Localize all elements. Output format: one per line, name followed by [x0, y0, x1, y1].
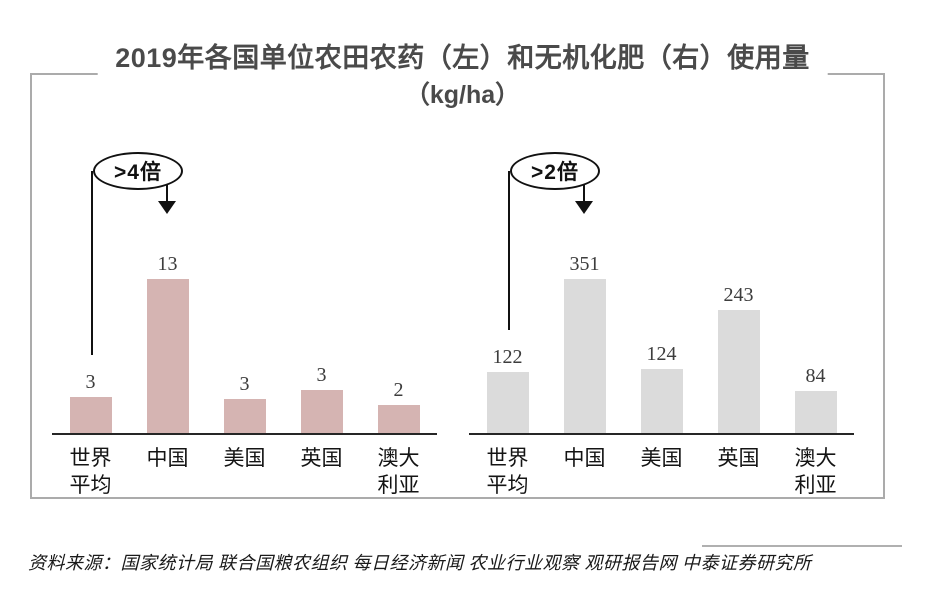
bar-cell: 13: [129, 253, 206, 433]
ratio-annotation-dropline: [91, 171, 93, 355]
chart-frame: 3 13 3 3 2 世界 平均 中国 美国 英国 澳大 利亚 >4倍 122 351 124 243…: [30, 73, 885, 499]
ratio-annotation-dropline: [508, 171, 510, 330]
bar: [377, 405, 420, 433]
bar-value-label: 124: [646, 343, 677, 365]
category-label: 世界 平均: [69, 446, 112, 497]
category-label: 中国: [146, 446, 189, 470]
footer-divider-line: [702, 545, 902, 547]
fertilizer-bar-chart: 122 351 124 243 84 世界 平均 中国 美国 英国 澳大 利亚 >2倍: [469, 75, 854, 497]
fertilizer-x-axis: [469, 433, 854, 435]
bar: [486, 372, 529, 433]
category-label: 世界 平均: [486, 446, 529, 497]
category-label: 美国: [640, 446, 683, 470]
ratio-annotation-arrow-line: [166, 181, 168, 201]
bar-value-label: 2: [393, 379, 404, 401]
bar: [563, 279, 606, 433]
bar-cell: 3: [206, 253, 283, 433]
arrow-down-icon: [158, 201, 176, 214]
ratio-annotation-oval: >2倍: [510, 152, 600, 190]
ratio-annotation-label: >4倍: [114, 161, 162, 184]
source-note: 资料来源：国家统计局 联合国粮农组织 每日经济新闻 农业行业观察 观研报告网 中…: [28, 553, 812, 573]
fertilizer-plot-area: 122 351 124 243 84: [469, 253, 854, 433]
bar-cell: 3: [52, 253, 129, 433]
ratio-annotation-label: >2倍: [531, 161, 579, 184]
bar-value-label: 122: [492, 346, 523, 368]
bar: [717, 310, 760, 433]
category-label: 英国: [300, 446, 343, 470]
bar-value-label: 3: [239, 373, 250, 395]
fertilizer-category-labels: 世界 平均 中国 美国 英国 澳大 利亚: [469, 445, 854, 499]
bar-cell: 351: [546, 253, 623, 433]
bar-cell: 2: [360, 253, 437, 433]
bar-cell: 122: [469, 253, 546, 433]
category-label: 澳大 利亚: [377, 446, 420, 497]
pesticide-x-axis: [52, 433, 437, 435]
chart-title: 2019年各国单位农田农药（左）和无机化肥（右）使用量 （kg/ha）: [97, 40, 828, 114]
pesticide-plot-area: 3 13 3 3 2: [52, 253, 437, 433]
bar-cell: 3: [283, 253, 360, 433]
bar-value-label: 3: [85, 371, 96, 393]
bar-value-label: 3: [316, 364, 327, 386]
category-label: 澳大 利亚: [794, 446, 837, 497]
bar-cell: 243: [700, 253, 777, 433]
pesticide-bar-chart: 3 13 3 3 2 世界 平均 中国 美国 英国 澳大 利亚 >4倍: [52, 75, 437, 497]
bar-value-label: 243: [723, 284, 754, 306]
bar: [146, 279, 189, 433]
bar-cell: 84: [777, 253, 854, 433]
arrow-down-icon: [575, 201, 593, 214]
bar-value-label: 351: [569, 253, 600, 275]
chart-title-line1: 2019年各国单位农田农药（左）和无机化肥（右）使用量: [115, 43, 810, 73]
bar: [223, 399, 266, 433]
bar: [640, 369, 683, 433]
ratio-annotation-oval: >4倍: [93, 152, 183, 190]
bar-value-label: 13: [157, 253, 178, 275]
bar-cell: 124: [623, 253, 700, 433]
bar: [794, 391, 837, 433]
pesticide-category-labels: 世界 平均 中国 美国 英国 澳大 利亚: [52, 445, 437, 499]
ratio-annotation-arrow-line: [583, 181, 585, 201]
bar: [300, 390, 343, 433]
category-label: 中国: [563, 446, 606, 470]
category-label: 美国: [223, 446, 266, 470]
category-label: 英国: [717, 446, 760, 470]
bar: [69, 397, 112, 433]
chart-title-unit: （kg/ha）: [404, 81, 521, 109]
bar-value-label: 84: [805, 365, 826, 387]
